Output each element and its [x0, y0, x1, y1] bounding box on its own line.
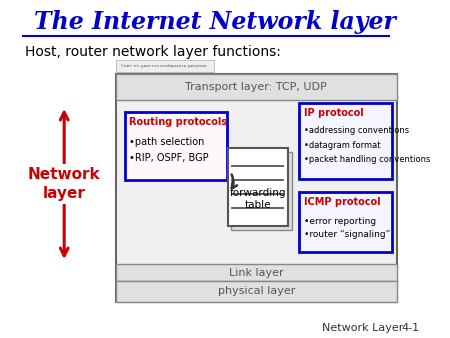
FancyBboxPatch shape [125, 112, 227, 180]
Text: Host, router network layer functions:: Host, router network layer functions: [25, 45, 281, 59]
Text: •addressing conventions
•datagram format
•packet handling conventions: •addressing conventions •datagram format… [304, 126, 430, 164]
FancyBboxPatch shape [299, 192, 392, 252]
FancyBboxPatch shape [116, 60, 214, 72]
FancyBboxPatch shape [116, 264, 396, 281]
Text: ICMP protocol: ICMP protocol [304, 197, 380, 207]
Text: Network
layer: Network layer [28, 167, 100, 201]
Text: Transport layer: TCP, UDP: Transport layer: TCP, UDP [185, 82, 327, 92]
Text: Network Layer: Network Layer [322, 323, 404, 333]
Text: forwarding
table: forwarding table [230, 188, 286, 210]
Text: Link layer: Link layer [229, 267, 284, 277]
FancyBboxPatch shape [228, 148, 288, 226]
Text: The Internet Network layer: The Internet Network layer [35, 10, 396, 34]
Text: physical layer: physical layer [218, 287, 295, 296]
Text: •error reporting
•router “signaling”: •error reporting •router “signaling” [304, 217, 390, 239]
FancyBboxPatch shape [299, 103, 392, 179]
FancyBboxPatch shape [116, 74, 396, 100]
FancyBboxPatch shape [116, 74, 396, 302]
FancyBboxPatch shape [116, 281, 396, 302]
Text: IP protocol: IP protocol [304, 108, 364, 118]
Text: 4-1: 4-1 [401, 323, 419, 333]
FancyBboxPatch shape [231, 152, 292, 230]
Text: •path selection
•RIP, OSPF, BGP: •path selection •RIP, OSPF, BGP [129, 137, 209, 163]
Text: Routing protocols: Routing protocols [129, 117, 227, 127]
Text: Сайт не удастся отобразить рисунок.: Сайт не удастся отобразить рисунок. [121, 64, 208, 68]
